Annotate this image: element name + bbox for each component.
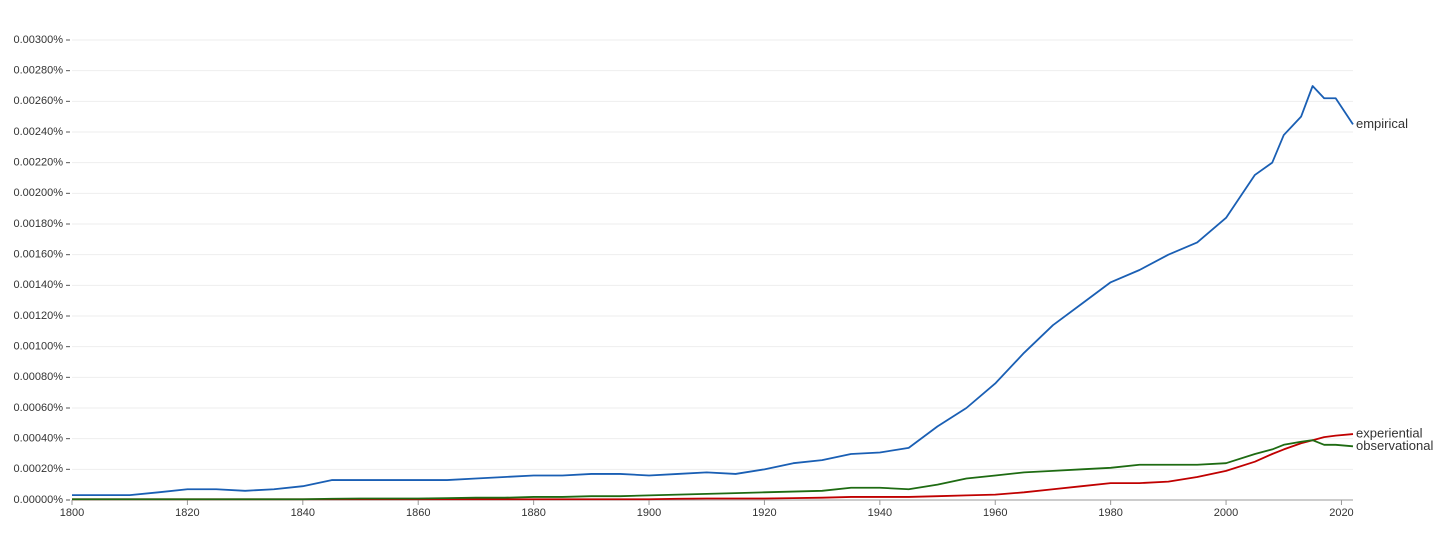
y-tick-label: 0.00000% bbox=[13, 494, 63, 506]
series-label: experiential bbox=[1356, 426, 1423, 441]
y-tick-label: 0.00200% bbox=[13, 187, 63, 199]
series-label: observational bbox=[1356, 438, 1433, 453]
y-tick-label: 0.00220% bbox=[13, 157, 63, 169]
y-tick-label: 0.00240% bbox=[13, 126, 63, 138]
x-tick-label: 2000 bbox=[1214, 507, 1238, 519]
y-tick-label: 0.00300% bbox=[13, 34, 63, 46]
y-tick-label: 0.00280% bbox=[13, 65, 63, 77]
y-tick-label: 0.00120% bbox=[13, 310, 63, 322]
x-tick-label: 1960 bbox=[983, 507, 1007, 519]
x-tick-label: 2020 bbox=[1329, 507, 1353, 519]
y-tick-label: 0.00040% bbox=[13, 433, 63, 445]
y-tick-label: 0.00060% bbox=[13, 402, 63, 414]
x-tick-label: 1920 bbox=[752, 507, 776, 519]
x-tick-label: 1820 bbox=[175, 507, 199, 519]
y-tick-label: 0.00100% bbox=[13, 341, 63, 353]
series-line bbox=[72, 439, 1354, 501]
x-tick-label: 1860 bbox=[406, 507, 430, 519]
x-tick-label: 1880 bbox=[521, 507, 545, 519]
y-tick-label: 0.00260% bbox=[13, 95, 63, 107]
y-tick-label: 0.00180% bbox=[13, 218, 63, 230]
y-tick-label: 0.00140% bbox=[13, 279, 63, 291]
y-tick-label: 0.00020% bbox=[13, 463, 63, 475]
x-tick-label: 1980 bbox=[1098, 507, 1122, 519]
y-tick-label: 0.00080% bbox=[13, 371, 63, 383]
x-tick-label: 1940 bbox=[868, 507, 892, 519]
series-label: empirical bbox=[1356, 116, 1408, 131]
y-tick-label: 0.00160% bbox=[13, 249, 63, 261]
x-tick-label: 1900 bbox=[637, 507, 661, 519]
x-tick-label: 1800 bbox=[60, 507, 84, 519]
series-line bbox=[72, 85, 1354, 496]
x-tick-label: 1840 bbox=[291, 507, 315, 519]
